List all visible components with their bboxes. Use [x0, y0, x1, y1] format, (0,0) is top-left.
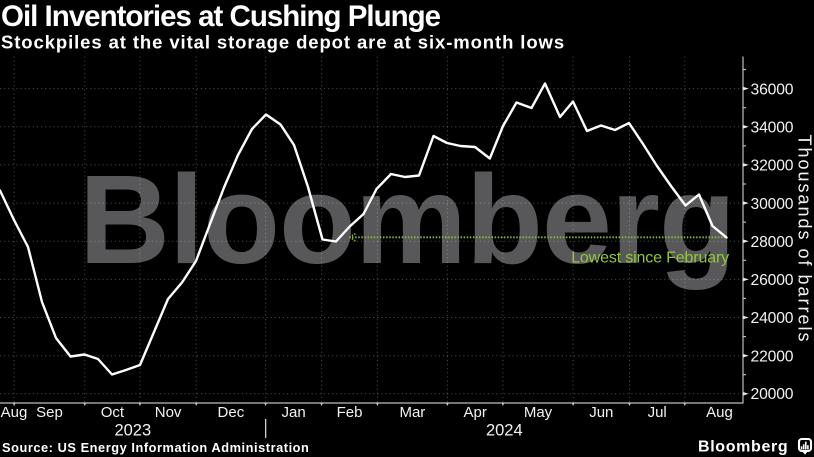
svg-text:Aug: Aug	[1, 404, 28, 421]
svg-text:Mar: Mar	[399, 404, 425, 421]
svg-text:32000: 32000	[751, 158, 794, 175]
svg-text:May: May	[524, 404, 553, 421]
svg-text:Source: US Energy Information: Source: US Energy Information Administra…	[2, 440, 309, 455]
svg-text:Jan: Jan	[282, 404, 306, 421]
svg-text:Jun: Jun	[589, 404, 613, 421]
svg-text:36000: 36000	[751, 81, 794, 98]
svg-text:Bloomberg: Bloomberg	[79, 149, 735, 290]
svg-text:Sep: Sep	[36, 404, 63, 421]
svg-text:22000: 22000	[751, 348, 794, 365]
svg-text:30000: 30000	[751, 196, 794, 213]
svg-text:Thousands of barrels: Thousands of barrels	[795, 134, 814, 343]
svg-text:2023: 2023	[114, 421, 151, 439]
svg-text:34000: 34000	[751, 120, 794, 137]
svg-text:Oct: Oct	[101, 404, 125, 421]
svg-text:20000: 20000	[751, 386, 794, 403]
svg-text:Aug: Aug	[706, 404, 733, 421]
svg-text:Jul: Jul	[648, 404, 667, 421]
svg-text:Nov: Nov	[155, 404, 182, 421]
svg-text:Stockpiles at the vital storag: Stockpiles at the vital storage depot ar…	[1, 32, 565, 53]
svg-text:24000: 24000	[751, 310, 794, 327]
svg-text:Feb: Feb	[337, 404, 363, 421]
svg-text:Bloomberg: Bloomberg	[698, 439, 788, 456]
svg-text:26000: 26000	[751, 272, 794, 289]
svg-text:Lowest since February: Lowest since February	[571, 250, 729, 267]
svg-text:Dec: Dec	[218, 404, 245, 421]
svg-text:2024: 2024	[486, 421, 523, 439]
svg-text:Oil Inventories at Cushing Plu: Oil Inventories at Cushing Plunge	[1, 0, 441, 33]
svg-text:Apr: Apr	[464, 404, 487, 421]
svg-text:28000: 28000	[751, 234, 794, 251]
